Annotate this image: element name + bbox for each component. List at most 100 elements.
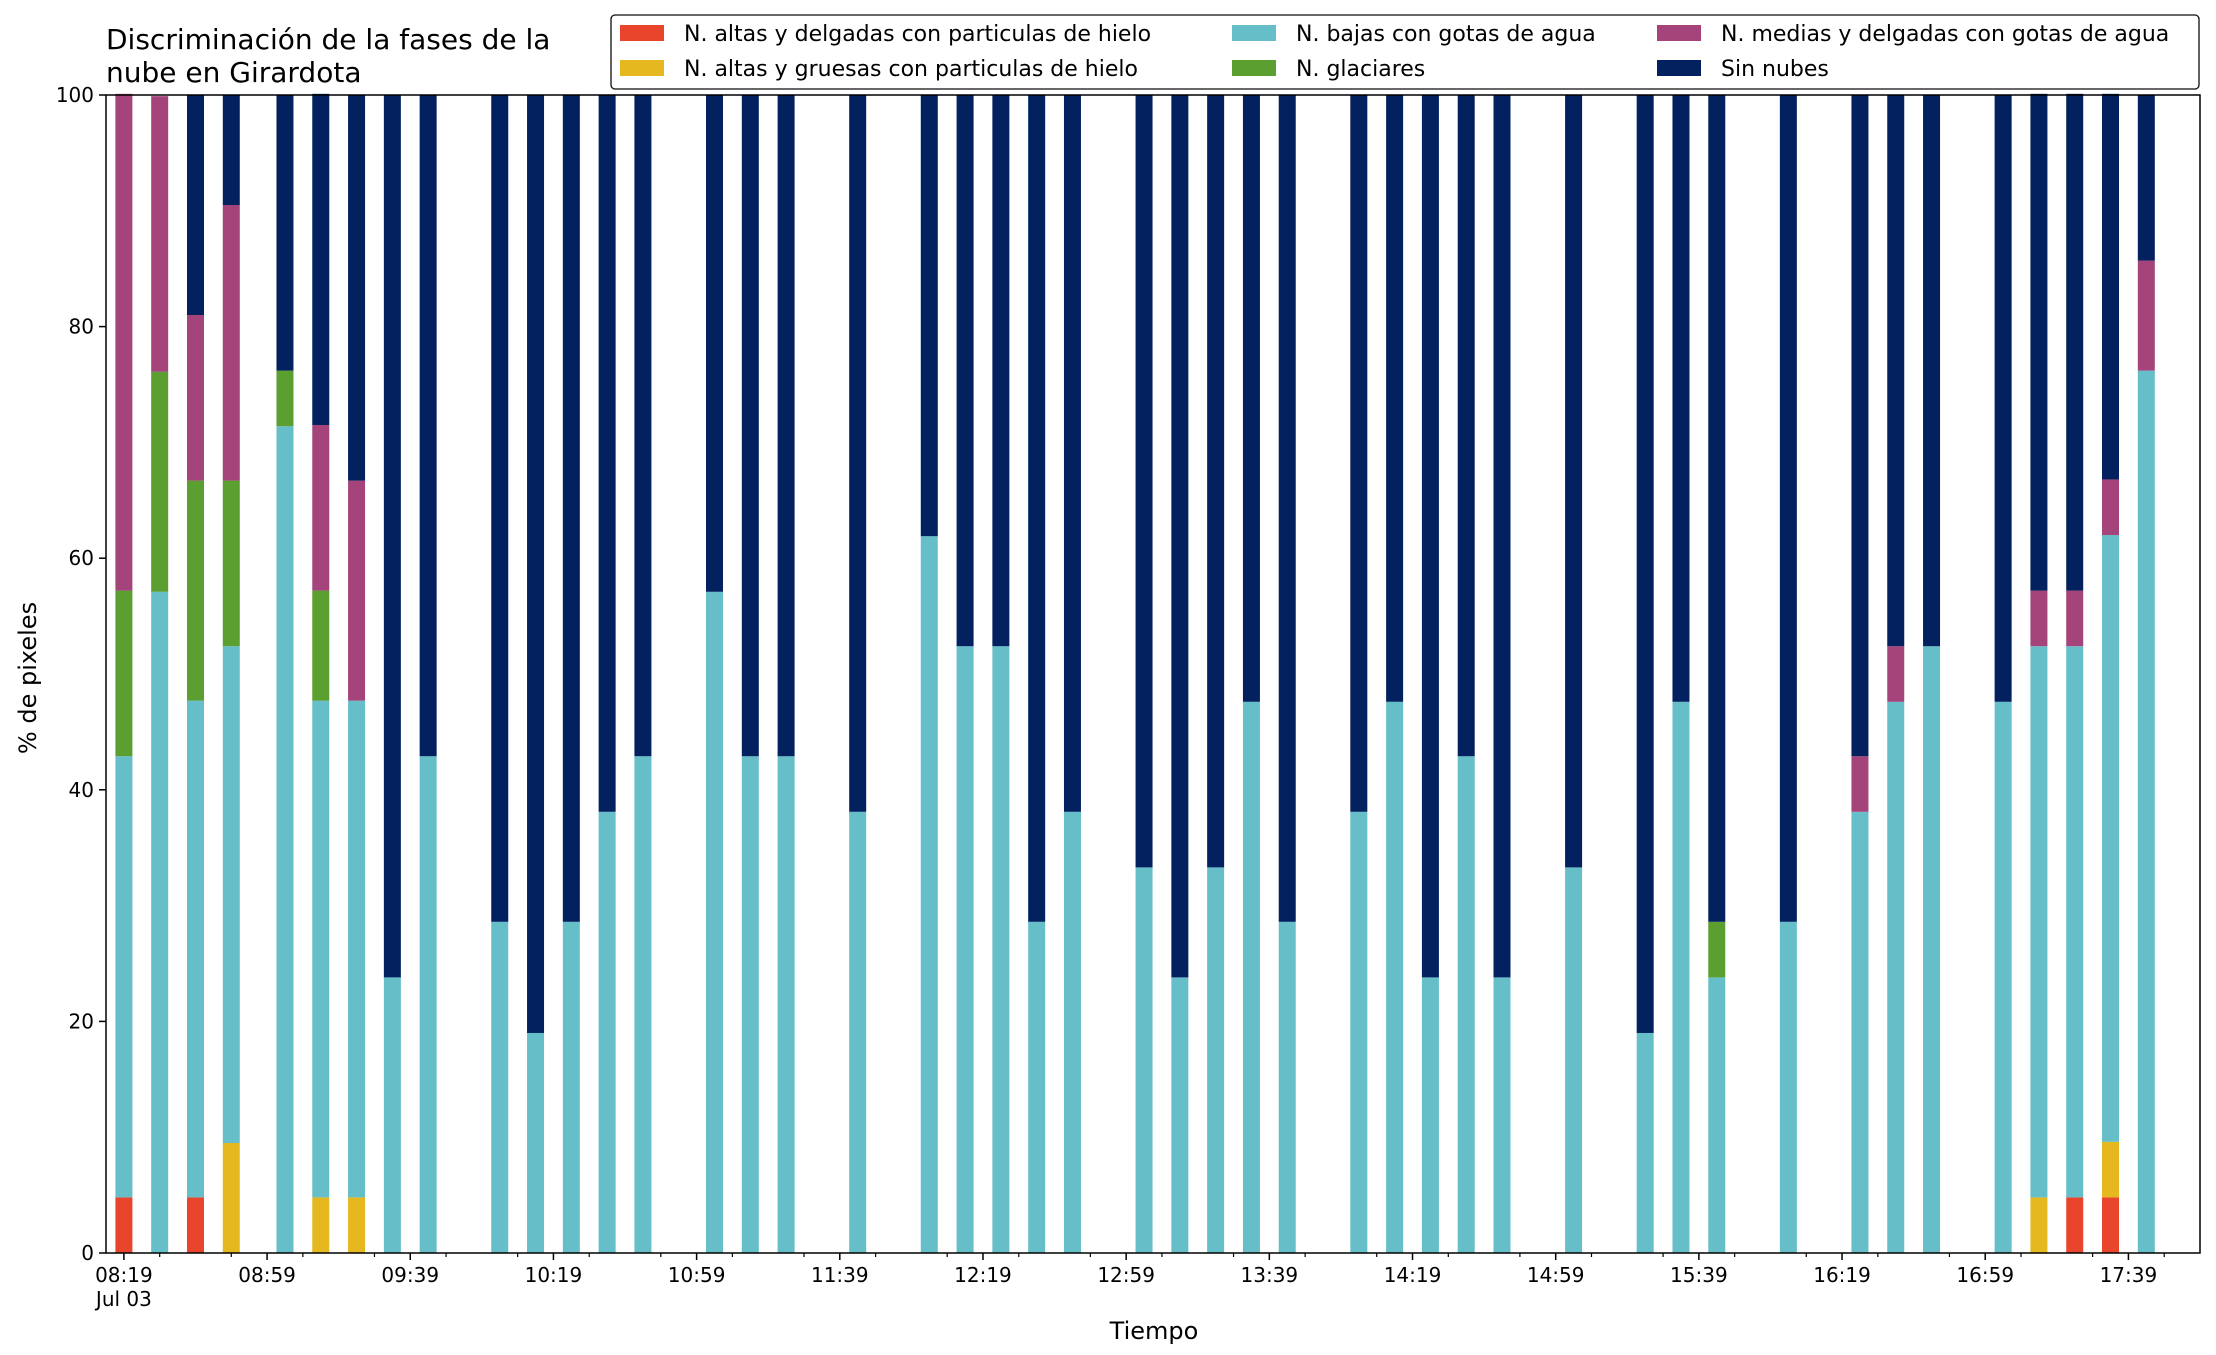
plot-frame: [105, 94, 2201, 1254]
y-tick-label: 60: [69, 546, 94, 570]
y-tick-label: 100: [56, 83, 94, 107]
legend-swatch: [620, 25, 664, 41]
bar-segment: [1207, 867, 1225, 1253]
bar-segment: [276, 95, 294, 371]
legend-entry: N. altas y delgadas con particulas de hi…: [684, 22, 1151, 47]
bar-segment: [419, 756, 437, 1253]
bar-segment: [1171, 977, 1189, 1253]
bar-segment: [1350, 811, 1368, 1253]
legend-entry: N. glaciares: [1296, 57, 1425, 82]
bar-segment: [1493, 977, 1511, 1253]
bar-segment: [115, 756, 133, 1198]
legend: N. altas y delgadas con particulas de hi…: [610, 14, 2200, 90]
bar-segment: [491, 95, 509, 922]
bar-segment: [151, 591, 169, 1253]
x-tick-label: 10:59: [668, 1263, 726, 1287]
bar-segment: [2030, 646, 2048, 1198]
bar-segment: [2137, 95, 2155, 261]
bar-segment: [1636, 95, 1654, 1033]
bar-segment: [527, 95, 545, 1033]
bar-segment: [1135, 867, 1153, 1253]
y-tick-label: 40: [69, 778, 94, 802]
x-tick-label: 14:19: [1384, 1263, 1442, 1287]
bar-segment: [562, 921, 580, 1253]
bar-segment: [1135, 95, 1153, 868]
bar-segment: [383, 977, 401, 1253]
x-tick-label: 13:39: [1241, 1263, 1299, 1287]
bar-segment: [1457, 95, 1475, 757]
bar-segment: [2030, 93, 2048, 591]
bar-segment: [151, 371, 169, 592]
x-tick-label: 14:59: [1527, 1263, 1585, 1287]
bar-segment: [312, 1197, 330, 1253]
bar-segment: [1565, 867, 1583, 1253]
bar-segment: [1923, 646, 1941, 1253]
bar-segment: [920, 95, 938, 537]
bar-segment: [777, 756, 795, 1253]
bar-segment: [2102, 479, 2120, 536]
x-tick-label: 10:19: [525, 1263, 583, 1287]
bar-segment: [2066, 93, 2084, 591]
bar-segment: [1887, 646, 1905, 702]
bar-segment: [186, 480, 204, 701]
bar-segment: [276, 370, 294, 427]
x-tick-label: 08:19: [95, 1263, 153, 1287]
bar-segment: [2066, 646, 2084, 1198]
bar-segment: [1636, 1032, 1654, 1253]
bar-segment: [186, 1197, 204, 1253]
bar-segment: [312, 93, 330, 426]
bar-segment: [1672, 95, 1690, 702]
y-tick-label: 80: [69, 315, 94, 339]
x-tick-label: 12:59: [1097, 1263, 1155, 1287]
bar-segment: [706, 95, 724, 592]
legend-entry: Sin nubes: [1721, 57, 1829, 82]
x-tick-label: 11:39: [811, 1263, 869, 1287]
bar-segment: [1386, 95, 1404, 702]
bar-segment: [348, 700, 366, 1198]
x-tick-label: 16:59: [1956, 1263, 2014, 1287]
bar-segment: [777, 95, 795, 757]
bar-segment: [1028, 921, 1046, 1253]
bar-segment: [222, 95, 240, 206]
bar-segment: [1887, 701, 1905, 1253]
legend-box: [610, 14, 2200, 90]
bar-segment: [2066, 590, 2084, 647]
legend-swatch: [1232, 60, 1276, 76]
x-date-label: Jul 03: [94, 1287, 152, 1311]
bar-segment: [1028, 95, 1046, 922]
bar-segment: [634, 756, 652, 1253]
bar-segment: [491, 921, 509, 1253]
chart-title: Discriminación de la fases de la nube en …: [106, 23, 550, 89]
x-tick-label: 15:39: [1670, 1263, 1728, 1287]
bar-segment: [222, 1142, 240, 1253]
bar-segment: [348, 480, 366, 701]
bar-segment: [1565, 95, 1583, 868]
bar-segment: [741, 95, 759, 757]
bar-segment: [1278, 95, 1296, 922]
bar-segment: [312, 700, 330, 1198]
bar-segment: [1171, 95, 1189, 978]
legend-swatch: [1657, 60, 1701, 76]
bar-segment: [1851, 95, 1869, 757]
bar-segment: [1779, 921, 1797, 1253]
bar-segment: [1851, 811, 1869, 1253]
bar-segment: [741, 756, 759, 1253]
bar-segment: [992, 646, 1010, 1253]
x-tick-label: 12:19: [954, 1263, 1012, 1287]
bar-segment: [2137, 370, 2155, 1254]
x-tick-label: 16:19: [1813, 1263, 1871, 1287]
bar-segment: [849, 95, 867, 812]
bar-segment: [186, 315, 204, 481]
bar-segment: [1350, 95, 1368, 812]
bar-segment: [1672, 701, 1690, 1253]
x-tick-label: 17:39: [2100, 1263, 2158, 1287]
legend-swatch: [620, 60, 664, 76]
bar-segment: [634, 95, 652, 757]
bar-segment: [920, 536, 938, 1253]
legend-swatch: [1232, 25, 1276, 41]
bar-segment: [1923, 95, 1941, 647]
bar-segment: [527, 1032, 545, 1253]
x-tick-label: 09:39: [381, 1263, 439, 1287]
